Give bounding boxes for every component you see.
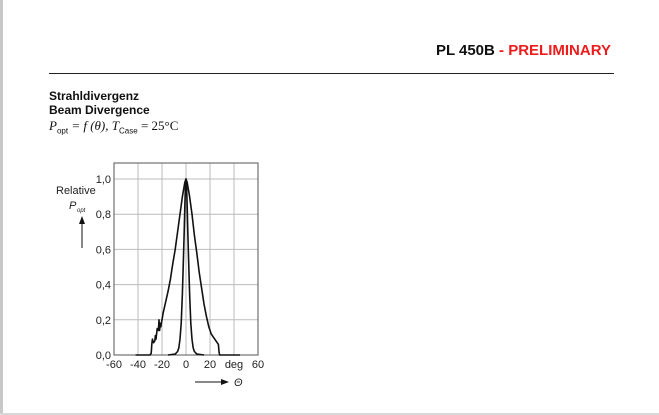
section-title-german: Strahldivergenz — [49, 89, 140, 103]
x-tick-label: -60 — [106, 359, 122, 371]
y-tick-label: 0,8 — [96, 209, 111, 221]
y-tick-label: 0,6 — [96, 244, 111, 256]
header-divider — [49, 73, 614, 74]
wide-beam-curve — [135, 178, 240, 356]
x-tick-label: 0 — [183, 359, 189, 371]
product-name: PL 450B — [435, 42, 495, 59]
condition-formula: Popt = f (θ), TCase = 25°C — [49, 118, 178, 136]
y-tick-label: 1,0 — [96, 174, 111, 186]
curves — [135, 178, 240, 356]
y-tick-label: 0,2 — [96, 315, 111, 327]
plot-frame — [113, 162, 259, 356]
x-tick-label: -20 — [154, 359, 170, 371]
x-tick-label: 60 — [252, 359, 264, 371]
page-edge — [0, 0, 3, 415]
y-arrow-head-icon — [79, 216, 85, 224]
document-title: PL 450B - PRELIMINARY — [436, 42, 611, 59]
formula-mid: = f (θ), — [68, 118, 112, 133]
y-axis-symbol: P — [69, 200, 77, 212]
formula-p: P — [49, 118, 57, 133]
y-tick-label: 0,0 — [96, 350, 111, 362]
preliminary-label: - PRELIMINARY — [494, 42, 611, 59]
formula-end: = 25°C — [137, 118, 179, 133]
x-tick-label: -40 — [130, 359, 146, 371]
x-tick-label: deg — [225, 359, 243, 371]
formula-p-sub: opt — [56, 126, 69, 136]
section-title-english: Beam Divergence — [49, 103, 150, 117]
formula-t: T — [111, 118, 119, 133]
formula-t-sub: Case — [119, 126, 138, 136]
y-axis-symbol-sub: opt — [77, 208, 86, 214]
y-tick-label: 0,4 — [96, 280, 111, 292]
x-arrow-head-icon — [221, 379, 229, 385]
x-axis-symbol: Θ — [234, 377, 243, 389]
narrow-beam-curve — [167, 178, 205, 356]
x-tick-label: 20 — [204, 359, 216, 371]
page-edge-bottom — [0, 413, 659, 415]
tick-labels: -60 -40 -20 0 20 deg 60 0,0 0,2 0,4 0,6 0,8 1,0 — [96, 174, 264, 371]
y-axis-label: Relative — [56, 185, 96, 197]
